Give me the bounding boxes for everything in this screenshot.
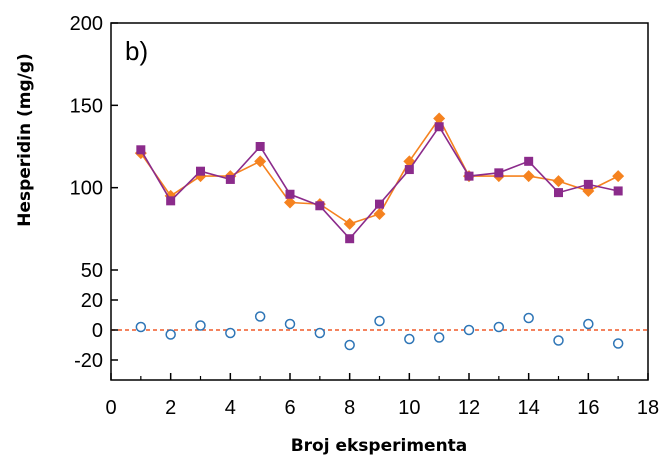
data-point-circle: [463, 324, 475, 336]
data-point-circle: [553, 335, 564, 346]
data-point-circle: [284, 318, 296, 330]
data-point-diamond: [284, 196, 296, 209]
data-point-diamond: [343, 217, 356, 230]
data-point-circle: [344, 339, 355, 351]
data-point-square: [255, 142, 265, 151]
data-point-square: [196, 166, 205, 176]
series-line: [140, 125, 619, 240]
data-point-square: [434, 122, 444, 132]
panel-label: b): [125, 36, 148, 66]
data-point-circle: [404, 333, 415, 345]
x-tick-label: 2: [165, 397, 176, 419]
data-point-diamond: [552, 175, 565, 188]
data-point-square: [225, 174, 235, 184]
data-point-circle: [583, 318, 594, 330]
x-tick-label: 4: [225, 397, 236, 419]
data-point-circle: [374, 315, 385, 327]
data-point-circle: [523, 312, 534, 324]
data-point-diamond: [373, 208, 386, 221]
y-axis-title: Hesperidin (mg/g): [15, 53, 35, 227]
data-point-circle: [433, 332, 445, 343]
data-point-square: [315, 201, 325, 211]
data-point-diamond: [522, 170, 535, 183]
data-point-square: [404, 165, 414, 175]
y-tick-label: 200: [70, 13, 103, 35]
data-point-square: [613, 186, 623, 196]
x-axis-title: Broj eksperimenta: [291, 436, 468, 456]
data-point-circle: [254, 311, 266, 322]
data-point-circle: [225, 327, 236, 339]
x-tick-label: 14: [518, 397, 540, 419]
data-point-square: [136, 145, 146, 155]
data-point-square: [166, 196, 176, 206]
y-tick-label: 20: [81, 290, 103, 312]
data-point-square: [375, 199, 384, 209]
data-point-square: [464, 171, 474, 181]
series-layer: [134, 112, 625, 351]
y-tick-label: 50: [81, 260, 103, 282]
y-tick-label: -20: [74, 350, 103, 372]
x-axis: 0 2 4 6 8 10 12 14 16 18: [105, 373, 659, 419]
x-tick-label: 18: [637, 397, 659, 419]
data-point-square: [494, 168, 504, 178]
data-point-square: [554, 188, 563, 198]
data-point-diamond: [433, 112, 446, 125]
data-point-circle: [314, 327, 326, 339]
x-tick-label: 6: [284, 397, 295, 419]
data-point-square: [285, 189, 295, 199]
x-tick-label: 0: [105, 397, 116, 419]
y-tick-label: 150: [70, 95, 103, 117]
data-point-square: [345, 234, 355, 244]
data-point-circle: [195, 320, 206, 331]
data-point-circle: [165, 329, 176, 340]
y-tick-label: 100: [70, 178, 103, 200]
x-tick-label: 12: [458, 397, 480, 419]
data-point-diamond: [254, 155, 267, 168]
data-point-diamond: [612, 170, 625, 183]
data-point-circle: [493, 321, 505, 333]
y-tick-label: 0: [92, 320, 103, 342]
data-point-circle: [135, 321, 147, 333]
data-point-square: [583, 179, 593, 189]
data-point-circle: [612, 338, 624, 349]
x-tick-label: 8: [344, 397, 355, 419]
x-tick-label: 16: [577, 397, 599, 419]
data-point-square: [524, 156, 534, 166]
x-tick-label: 10: [398, 397, 420, 419]
